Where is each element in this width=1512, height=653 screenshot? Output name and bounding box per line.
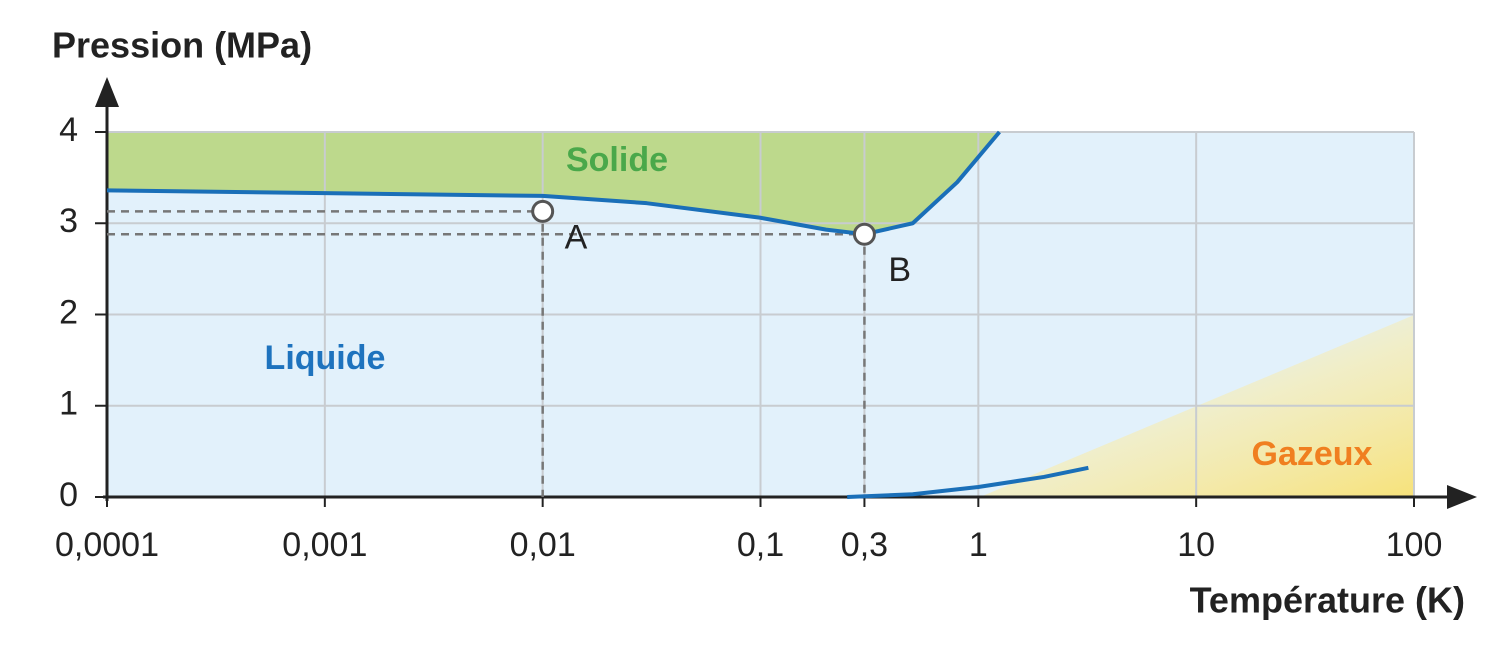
region-label: Solide bbox=[566, 141, 668, 179]
x-tick-label: 100 bbox=[1386, 526, 1443, 564]
x-tick-label: 0,01 bbox=[510, 526, 576, 564]
x-tick-label: 0,001 bbox=[282, 526, 367, 564]
point-label: B bbox=[888, 251, 911, 289]
point-label: A bbox=[565, 218, 588, 256]
region-label: Liquide bbox=[265, 339, 386, 377]
y-tick-label: 3 bbox=[59, 202, 78, 240]
x-tick-label: 0,1 bbox=[737, 526, 784, 564]
point bbox=[531, 199, 555, 223]
point bbox=[852, 222, 876, 246]
x-tick-label: 0,0001 bbox=[55, 526, 159, 564]
x-tick-label: 1 bbox=[969, 526, 988, 564]
phase-curve bbox=[106, 130, 1001, 237]
y-tick-label: 1 bbox=[59, 385, 78, 423]
x-tick-label: 0,3 bbox=[841, 526, 888, 564]
solid-region bbox=[107, 132, 1000, 235]
y-tick-label: 2 bbox=[59, 293, 78, 331]
x-axis-title: Température (K) bbox=[1190, 580, 1465, 621]
x-tick-label: 10 bbox=[1177, 526, 1215, 564]
region-label: Gazeux bbox=[1252, 435, 1373, 473]
y-tick-label: 4 bbox=[59, 111, 78, 149]
y-tick-label: 0 bbox=[59, 476, 78, 514]
y-axis-title: Pression (MPa) bbox=[52, 25, 312, 66]
phase-curve bbox=[847, 465, 1089, 499]
